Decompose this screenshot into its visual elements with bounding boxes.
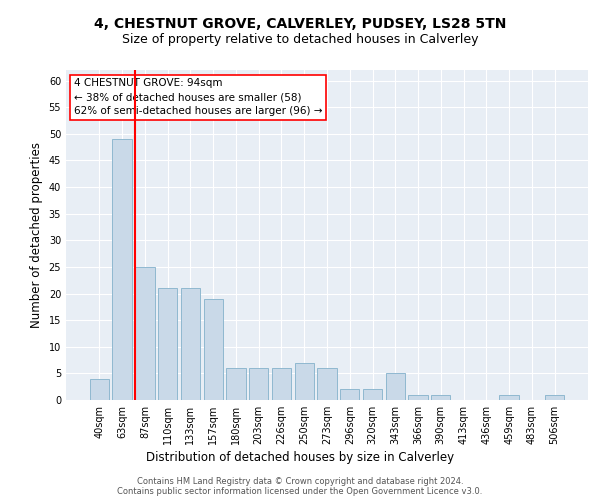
Bar (90, 378, 109, 400)
Y-axis label: Number of detached properties: Number of detached properties (30, 142, 43, 328)
Bar (363, 390, 382, 400)
Bar (317, 368, 337, 400)
Text: Size of property relative to detached houses in Calverley: Size of property relative to detached ho… (122, 32, 478, 46)
Bar (181, 288, 200, 400)
Bar (112, 139, 132, 400)
Bar (158, 288, 178, 400)
Bar (340, 390, 359, 400)
Bar (295, 362, 314, 400)
Text: 4 CHESTNUT GROVE: 94sqm
← 38% of detached houses are smaller (58)
62% of semi-de: 4 CHESTNUT GROVE: 94sqm ← 38% of detache… (74, 78, 322, 116)
Bar (249, 368, 268, 400)
Text: Contains HM Land Registry data © Crown copyright and database right 2024.: Contains HM Land Registry data © Crown c… (137, 476, 463, 486)
Bar (386, 374, 405, 400)
Text: 4, CHESTNUT GROVE, CALVERLEY, PUDSEY, LS28 5TN: 4, CHESTNUT GROVE, CALVERLEY, PUDSEY, LS… (94, 18, 506, 32)
Bar (545, 394, 564, 400)
Text: Distribution of detached houses by size in Calverley: Distribution of detached houses by size … (146, 451, 454, 464)
Bar (203, 299, 223, 400)
Bar (135, 267, 155, 400)
Bar (431, 394, 451, 400)
Bar (499, 394, 519, 400)
Bar (272, 368, 291, 400)
Text: Contains public sector information licensed under the Open Government Licence v3: Contains public sector information licen… (118, 486, 482, 496)
Bar (409, 394, 428, 400)
Bar (226, 368, 245, 400)
